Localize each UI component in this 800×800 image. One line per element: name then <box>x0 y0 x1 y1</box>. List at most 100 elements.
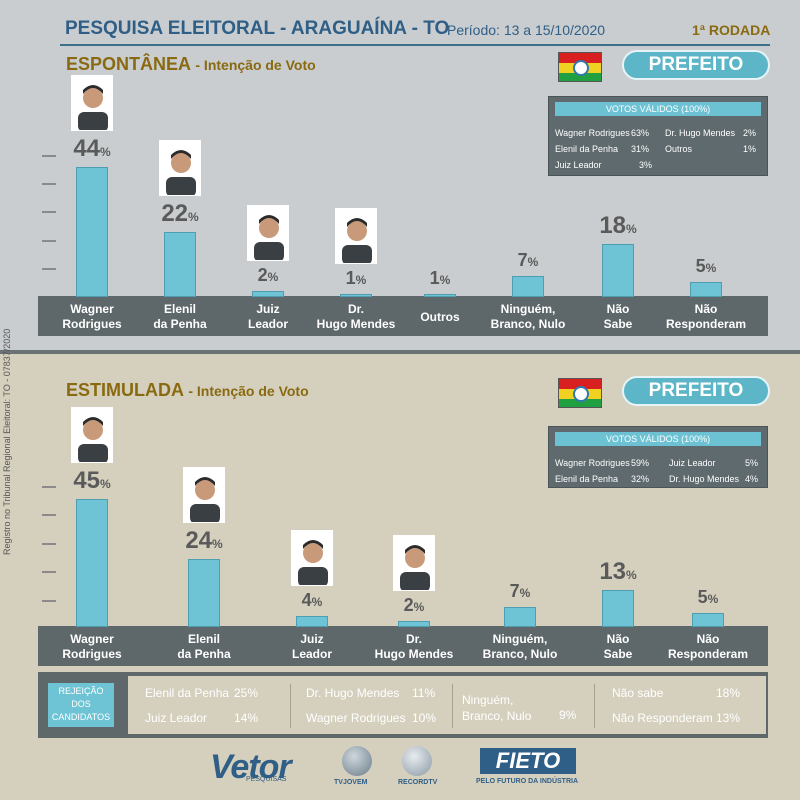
round-text: 1ª RODADA <box>692 22 771 38</box>
category-label: Outros <box>420 310 460 324</box>
section-separator <box>0 350 800 354</box>
prefeito-button[interactable]: PREFEITO <box>622 50 770 80</box>
category-label: Wagner Rodrigues <box>62 632 122 661</box>
data-label: 4% <box>301 589 323 610</box>
category-label: Não Sabe <box>603 302 633 331</box>
rejection-name: Wagner Rodrigues <box>306 711 406 725</box>
candidate-photo <box>71 406 113 463</box>
rejection-label: REJEIÇÃO DOS CANDIDATOS <box>48 683 114 727</box>
valid-name: Wagner Rodrigues <box>555 128 630 138</box>
data-label: 44% <box>73 135 111 163</box>
prefeito-button[interactable]: PREFEITO <box>622 376 770 406</box>
valid-name: Dr. Hugo Mendes <box>669 474 740 484</box>
fieto-subtitle: PELO FUTURO DA INDÚSTRIA <box>476 778 579 785</box>
valid-name: Dr. Hugo Mendes <box>665 128 736 138</box>
rejection-value: 25% <box>234 686 259 700</box>
data-label: 5% <box>697 586 719 607</box>
candidate-photo <box>71 75 113 132</box>
valid-name: Juiz Leador <box>555 160 602 170</box>
rejection-name: Dr. Hugo Mendes <box>306 686 400 700</box>
tocantins-flag-icon <box>558 52 602 82</box>
axis-tick <box>42 155 56 157</box>
valid-value: 63% <box>631 128 650 138</box>
vetor-subtitle: PESQUISAS <box>246 776 287 783</box>
stimulated-title: ESTIMULADA - Intenção de Voto <box>66 380 309 400</box>
period-text: Período: 13 a 15/10/2020 <box>447 22 606 38</box>
candidate-photo <box>291 529 333 586</box>
data-label: 7% <box>517 250 539 271</box>
valid-votes-box-stimulated: VOTOS VÁLIDOS (100%) Wagner Rodrigues 59… <box>548 426 768 488</box>
data-label: 2% <box>257 265 279 286</box>
rejection-divider <box>290 684 291 728</box>
chart-bar <box>340 294 372 297</box>
chart-bar <box>76 167 108 297</box>
data-label: 45% <box>73 466 111 494</box>
valid-value: 32% <box>631 474 650 484</box>
category-label: Dr. Hugo Mendes <box>374 632 454 661</box>
axis-tick <box>42 543 56 545</box>
axis-tick <box>42 211 56 213</box>
axis-tick <box>42 486 56 488</box>
spontaneous-title: ESPONTÂNEA - Intenção de Voto <box>66 54 316 74</box>
category-label: Não Responderam <box>667 632 749 661</box>
page-title: PESQUISA ELEITORAL - ARAGUAÍNA - TO <box>65 18 450 39</box>
chart-bar <box>398 621 430 627</box>
axis-tick <box>42 268 56 270</box>
rejection-panel <box>128 676 766 734</box>
axis-tick <box>42 571 56 573</box>
valid-name: Elenil da Penha <box>555 474 619 484</box>
category-label: Juiz Leador <box>247 302 288 331</box>
rejection-name: Não Responderam <box>612 711 713 725</box>
data-label: 7% <box>509 581 531 602</box>
data-label: 24% <box>185 526 223 554</box>
valid-value: 4% <box>745 474 759 484</box>
valid-name: Outros <box>665 144 693 154</box>
rejection-value: 11% <box>412 686 436 700</box>
rejection-value: 10% <box>412 711 437 725</box>
candidate-photo <box>393 535 435 592</box>
category-label: Elenil da Penha <box>177 632 231 661</box>
valid-value: 2% <box>743 128 757 138</box>
data-label: 13% <box>599 557 637 585</box>
candidate-photo <box>335 208 377 265</box>
axis-tick <box>42 600 56 602</box>
record-tv-logo <box>402 746 432 776</box>
candidate-photo <box>159 140 201 197</box>
valid-value: 5% <box>745 458 759 468</box>
rejection-value: 9% <box>559 708 577 722</box>
data-label: 1% <box>429 268 451 289</box>
chart-bar <box>296 615 328 627</box>
chart-bar <box>602 589 634 627</box>
record-tv-text: RECORDTV <box>398 779 438 786</box>
chart-bar <box>512 276 544 297</box>
axis-tick <box>42 183 56 185</box>
vetor-logo: Vetor <box>210 748 292 786</box>
tv-jovem-text: TVJOVEM <box>334 779 368 786</box>
data-label: 1% <box>345 268 367 289</box>
valid-name: Juiz Leador <box>669 458 716 468</box>
candidate-photo <box>183 466 225 523</box>
chart-bar <box>504 607 536 627</box>
category-band <box>38 296 768 336</box>
header-divider <box>60 44 770 46</box>
category-band <box>38 626 768 666</box>
rejection-name: Ninguém, Branco, Nulo <box>462 693 532 723</box>
chart-bar <box>76 498 108 627</box>
valid-name: Wagner Rodrigues <box>555 458 630 468</box>
category-label: Wagner Rodrigues <box>62 302 122 331</box>
chart-bar <box>188 558 220 627</box>
valid-value: 59% <box>631 458 650 468</box>
tre-registration: Registro no Tribunal Regional Eleitoral:… <box>2 328 12 555</box>
tv-jovem-logo <box>342 746 372 776</box>
data-label: 18% <box>599 211 637 239</box>
valid-name: Elenil da Penha <box>555 144 619 154</box>
data-label: 22% <box>161 200 199 228</box>
category-label: Elenil da Penha <box>153 302 207 331</box>
rejection-value: 18% <box>716 686 741 700</box>
valid-value: 31% <box>631 144 650 154</box>
rejection-divider <box>452 684 453 728</box>
category-label: Não Sabe <box>603 632 633 661</box>
axis-tick <box>42 240 56 242</box>
data-label: 2% <box>403 595 425 616</box>
footer <box>0 738 800 800</box>
